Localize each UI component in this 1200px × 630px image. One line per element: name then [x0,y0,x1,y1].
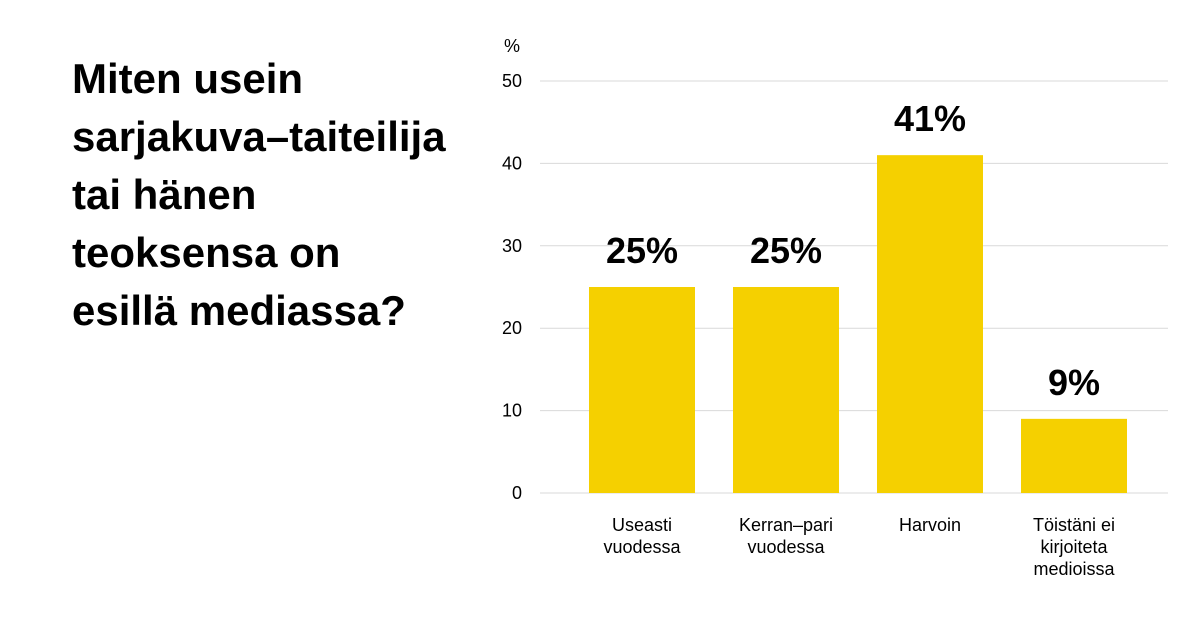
category-label-2: Harvoin [899,515,961,535]
category-label-line: Kerran–pari [739,515,833,535]
y-tick-label-0: 0 [512,483,522,503]
bar-3 [1021,418,1127,493]
y-tick-label-40: 40 [502,153,522,173]
category-label-line: vuodessa [747,537,825,557]
value-label-1: 25% [750,230,822,271]
value-label-0: 25% [606,230,678,271]
y-tick-label-50: 50 [502,71,522,91]
y-tick-label-10: 10 [502,401,522,421]
category-label-line: Useasti [612,515,672,535]
y-axis-unit-label: % [504,36,520,56]
category-label-1: Kerran–pari vuodessa [739,515,833,557]
bar-2 [877,155,983,493]
bar-1 [733,287,839,493]
category-label-line: Töistäni ei [1033,515,1115,535]
category-label-line: medioissa [1033,559,1115,579]
category-label-line: kirjoiteta [1040,537,1108,557]
category-label-line: Harvoin [899,515,961,535]
category-label-0: Useasti vuodessa [603,515,681,557]
y-tick-label-20: 20 [502,318,522,338]
category-label-line: vuodessa [603,537,681,557]
category-label-3: Töistäni ei kirjoiteta medioissa [1033,515,1116,579]
bar-0 [589,287,695,493]
value-label-3: 9% [1048,362,1100,403]
y-tick-label-30: 30 [502,236,522,256]
page-title: Miten usein sarjakuva–taiteilija tai hän… [72,55,446,334]
value-label-2: 41% [894,98,966,139]
